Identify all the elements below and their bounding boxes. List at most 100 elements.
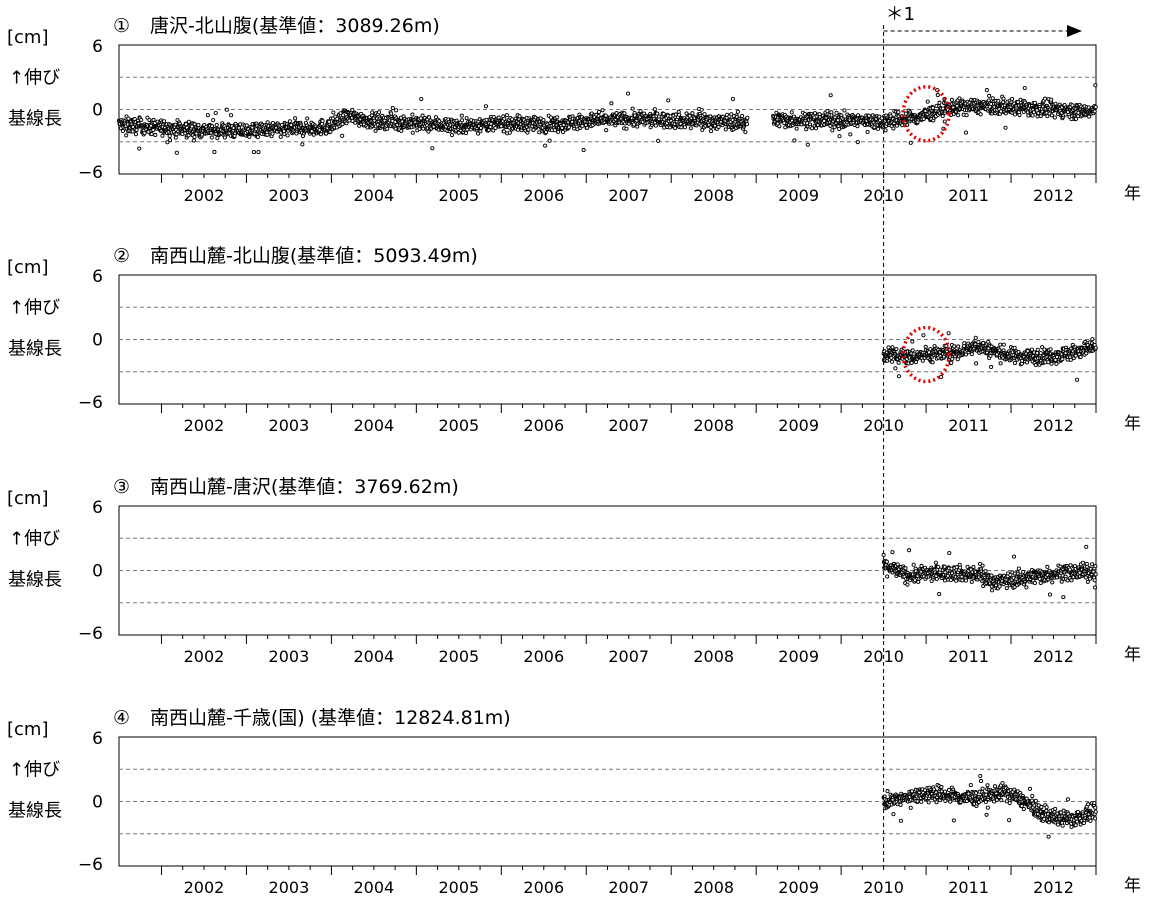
data-point (301, 143, 304, 146)
data-point (175, 151, 178, 154)
data-point (1017, 567, 1020, 570)
x-tick-label: 2006 (523, 647, 564, 666)
data-point (394, 109, 397, 112)
x-tick-label: 2004 (354, 878, 395, 897)
data-point (1040, 805, 1043, 808)
data-point (717, 125, 720, 128)
data-point (943, 790, 946, 793)
panel-number: ① (113, 15, 130, 37)
data-point (856, 125, 859, 128)
data-point (731, 97, 734, 100)
data-point (949, 800, 952, 803)
data-point (1043, 97, 1046, 100)
data-point (891, 346, 894, 349)
x-tick-label: 2003 (269, 647, 310, 666)
data-point (955, 579, 958, 582)
data-point (700, 108, 703, 111)
data-point (1012, 555, 1015, 558)
data-point (1034, 799, 1037, 802)
data-point (990, 365, 993, 368)
data-point (1068, 568, 1071, 571)
data-point (849, 133, 852, 136)
data-point (500, 125, 503, 128)
data-point (257, 150, 260, 153)
data-point (341, 123, 344, 126)
data-point (450, 133, 453, 136)
data-point (271, 132, 274, 135)
data-point (744, 131, 747, 134)
x-tick-label: 2009 (778, 878, 819, 897)
data-point (1090, 563, 1093, 566)
y-tick-label: 6 (92, 267, 103, 287)
data-point (460, 114, 463, 117)
data-point (216, 136, 219, 139)
data-point (795, 127, 798, 130)
data-point (1013, 346, 1016, 349)
data-point (321, 119, 324, 122)
data-point (1026, 349, 1029, 352)
data-point (604, 114, 607, 117)
data-point (998, 585, 1001, 588)
panel-number: ② (113, 245, 130, 267)
panel-title: 南西山麓-千歳(国) (基準値：12824.81m) (150, 707, 511, 729)
data-point (914, 361, 917, 364)
y-axis-label-stretch: ↑伸び (9, 528, 60, 549)
y-axis-label-baseline: 基線長 (8, 801, 62, 822)
data-point (1048, 593, 1051, 596)
data-point (745, 123, 748, 126)
data-point (886, 790, 889, 793)
y-tick-label: 6 (92, 498, 103, 518)
y-axis-label-baseline: 基線長 (8, 339, 62, 360)
data-point (950, 98, 953, 101)
data-point (909, 141, 912, 144)
data-point (843, 109, 846, 112)
data-point (904, 567, 907, 570)
data-point (957, 114, 960, 117)
y-axis-label-baseline: 基線長 (8, 109, 62, 130)
data-point (913, 579, 916, 582)
data-point (979, 113, 982, 116)
data-point (508, 131, 511, 134)
data-point (907, 549, 910, 552)
x-tick-label: 2004 (354, 416, 395, 435)
y-tick-label: 0 (92, 101, 103, 121)
data-point (252, 150, 255, 153)
data-point (790, 111, 793, 114)
data-point (909, 806, 912, 809)
data-point (213, 150, 216, 153)
data-point (886, 575, 889, 578)
data-point (931, 361, 934, 364)
y-tick-label: −6 (78, 855, 103, 875)
data-point (935, 577, 938, 580)
data-point (961, 579, 964, 582)
data-point (895, 347, 898, 350)
data-point (152, 128, 155, 131)
data-point (497, 116, 500, 119)
data-point (963, 342, 966, 345)
y-axis-label-stretch: ↑伸び (9, 297, 60, 318)
data-point (910, 790, 913, 793)
x-tick-label: 2007 (608, 186, 649, 205)
data-point (1062, 596, 1065, 599)
data-point (934, 561, 937, 564)
x-tick-label: 2004 (354, 186, 395, 205)
data-point (927, 801, 930, 804)
data-point (1045, 809, 1048, 812)
data-point (1033, 101, 1036, 104)
data-point (1033, 581, 1036, 584)
data-point (677, 113, 680, 116)
data-point (979, 779, 982, 782)
data-point (1004, 126, 1007, 129)
x-tick-label: 2007 (608, 416, 649, 435)
data-point (485, 118, 488, 121)
data-point (680, 126, 683, 129)
data-point (1005, 587, 1008, 590)
data-point (958, 566, 961, 569)
data-point (420, 97, 423, 100)
panel-title: 南西山麓-唐沢(基準値：3769.62m) (150, 476, 459, 498)
y-tick-label: 0 (92, 793, 103, 813)
data-point (1081, 561, 1084, 564)
x-tick-label: 2008 (693, 647, 734, 666)
data-point (1061, 358, 1064, 361)
data-point (892, 813, 895, 816)
